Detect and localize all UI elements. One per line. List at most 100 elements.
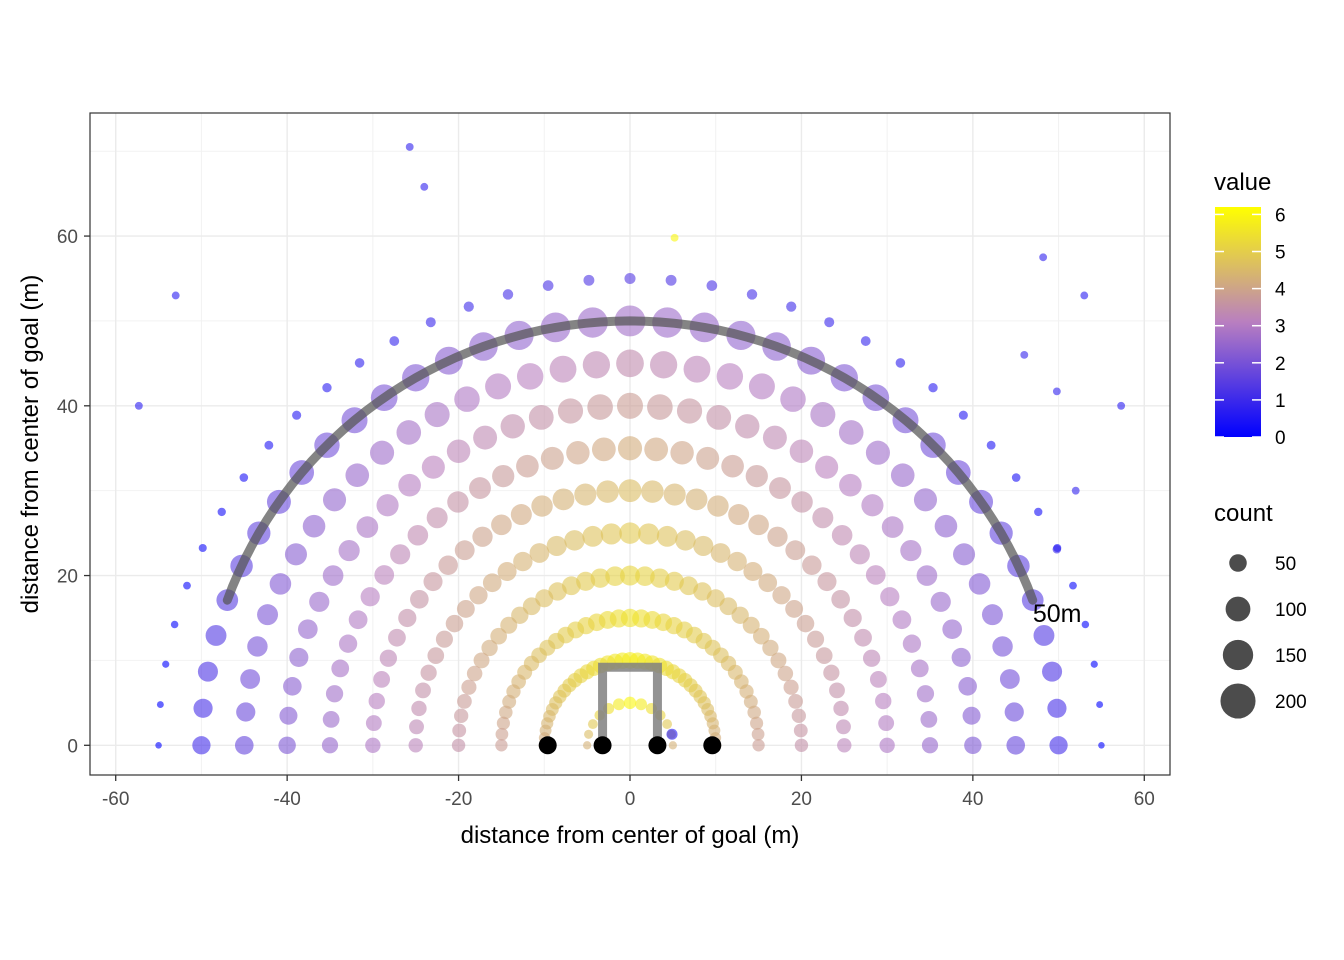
data-point xyxy=(964,736,982,755)
data-point xyxy=(902,634,922,653)
data-point xyxy=(583,274,595,286)
data-point xyxy=(696,446,720,470)
size-legend-key xyxy=(1229,554,1247,572)
size-legend-keys: 50 100 150 200 xyxy=(1220,554,1307,719)
data-point xyxy=(582,525,604,547)
data-point xyxy=(900,539,922,562)
size-legend-label: 150 xyxy=(1275,646,1307,667)
data-point xyxy=(155,742,162,749)
data-point xyxy=(587,394,613,420)
data-point xyxy=(408,738,423,753)
data-point xyxy=(815,455,839,479)
data-point xyxy=(587,719,598,730)
size-legend-label: 100 xyxy=(1275,600,1307,621)
color-legend-title: value xyxy=(1214,169,1271,196)
data-point xyxy=(721,454,744,478)
data-point xyxy=(707,495,729,517)
data-point xyxy=(473,425,498,450)
data-point xyxy=(564,530,585,551)
data-point xyxy=(420,182,429,191)
data-point xyxy=(831,589,850,609)
color-legend-label: 2 xyxy=(1275,354,1286,375)
data-point xyxy=(647,394,673,420)
data-point xyxy=(823,664,840,681)
data-point xyxy=(427,647,445,664)
data-point xyxy=(469,477,491,499)
data-point xyxy=(463,301,474,312)
goal-dot xyxy=(593,736,612,755)
data-point xyxy=(769,477,791,499)
data-point xyxy=(495,727,509,741)
data-point xyxy=(1011,473,1021,482)
data-point xyxy=(1090,660,1098,668)
data-point xyxy=(620,565,640,586)
data-point xyxy=(1080,291,1089,300)
data-point xyxy=(727,551,747,572)
data-point xyxy=(999,669,1020,689)
data-point xyxy=(953,543,976,566)
legend-layer: value 0 1 2 3 4 5 6 count 50 100 150 200 xyxy=(1214,169,1307,719)
data-point xyxy=(862,649,881,667)
data-point xyxy=(398,608,417,628)
data-point xyxy=(388,628,406,647)
data-point xyxy=(438,555,458,575)
data-point xyxy=(772,586,791,605)
data-point xyxy=(574,483,597,506)
data-point xyxy=(522,597,541,616)
data-point xyxy=(542,280,554,291)
data-point xyxy=(664,571,684,591)
data-point xyxy=(511,606,529,624)
data-point xyxy=(528,404,554,430)
data-point xyxy=(546,535,567,556)
data-point xyxy=(445,614,464,633)
data-point xyxy=(531,495,553,517)
data-point xyxy=(683,355,711,383)
data-point xyxy=(239,473,249,482)
data-point xyxy=(360,587,380,607)
goal-dot xyxy=(703,736,722,755)
data-point xyxy=(373,670,391,688)
data-point xyxy=(839,473,862,497)
data-point xyxy=(596,480,619,503)
goal-frame xyxy=(598,662,662,746)
data-point xyxy=(860,336,871,346)
data-point xyxy=(928,383,938,393)
data-point xyxy=(785,540,806,561)
data-point xyxy=(786,301,797,312)
data-point xyxy=(635,566,655,587)
data-point xyxy=(942,619,963,640)
color-legend-label: 1 xyxy=(1275,391,1286,412)
data-point xyxy=(322,711,340,728)
data-point xyxy=(913,488,938,512)
data-point xyxy=(461,679,477,695)
data-point xyxy=(612,698,625,711)
data-point xyxy=(794,738,809,753)
data-point xyxy=(788,694,803,709)
data-point xyxy=(331,659,350,678)
data-point xyxy=(812,507,834,529)
data-point xyxy=(693,535,714,556)
data-point xyxy=(865,565,886,585)
data-point xyxy=(656,525,678,547)
data-point xyxy=(289,647,309,668)
data-point xyxy=(454,386,480,412)
data-point xyxy=(807,630,825,648)
points-layer xyxy=(134,143,1126,755)
data-point xyxy=(670,233,679,242)
data-point xyxy=(789,439,814,464)
data-point xyxy=(767,526,788,547)
data-point xyxy=(829,682,845,699)
data-point xyxy=(496,716,510,730)
data-point xyxy=(456,599,475,618)
size-legend-key xyxy=(1220,683,1256,719)
size-legend-label: 200 xyxy=(1275,692,1307,713)
data-point xyxy=(354,358,365,368)
data-point xyxy=(421,455,445,479)
data-point xyxy=(706,280,718,291)
data-point xyxy=(365,715,382,732)
data-point xyxy=(582,741,592,750)
data-point xyxy=(751,727,765,741)
color-legend-label: 4 xyxy=(1275,280,1286,301)
data-point xyxy=(217,507,226,517)
data-point xyxy=(649,351,678,379)
